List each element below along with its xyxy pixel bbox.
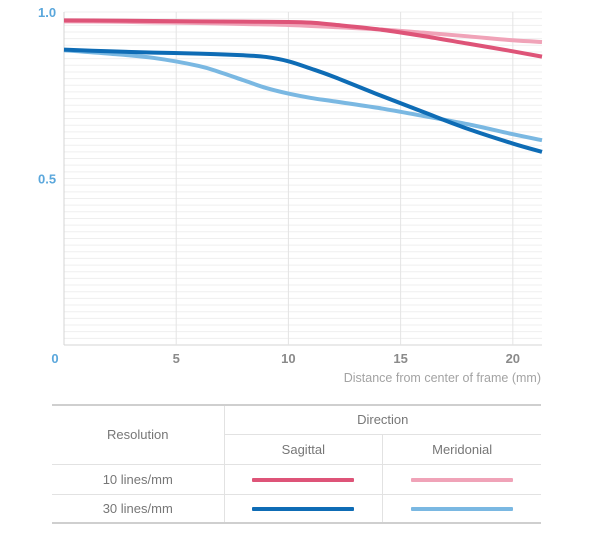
legend-col-sagittal: Sagittal bbox=[223, 433, 383, 464]
legend-row-header: Resolution bbox=[52, 404, 224, 464]
series-line-10-sagittal bbox=[63, 18, 543, 59]
legend-cell-30-sagittal bbox=[223, 493, 383, 524]
legend-cell-10-sagittal bbox=[223, 463, 383, 494]
legend-column-header: Direction bbox=[223, 404, 541, 434]
chart-grid bbox=[64, 11, 542, 339]
legend-row-label-30: 30 lines/mm bbox=[52, 493, 224, 524]
legend-swatch-10-meridional bbox=[411, 478, 514, 483]
legend-swatch-10-sagittal bbox=[252, 478, 355, 483]
chart-axes bbox=[63, 12, 542, 346]
legend-swatch-30-meridional bbox=[411, 507, 514, 512]
legend-cell-30-meridional bbox=[382, 493, 541, 524]
chart-ticks: 1.0 0.5 0 5 10 15 20 bbox=[38, 5, 520, 366]
legend-table: Resolution Direction Sagittal Meridonial… bbox=[52, 404, 541, 524]
y-tick-label: 1.0 bbox=[38, 5, 56, 20]
series-line-30-meridional bbox=[63, 48, 543, 143]
legend-swatch-30-sagittal bbox=[252, 507, 355, 512]
legend-row-label-10: 10 lines/mm bbox=[52, 463, 224, 494]
x-tick-label: 20 bbox=[506, 351, 520, 366]
legend-col-meridional: Meridonial bbox=[382, 433, 541, 464]
x-tick-label: 10 bbox=[281, 351, 295, 366]
x-axis-label: Distance from center of frame (mm) bbox=[344, 371, 541, 385]
x-tick-label: 5 bbox=[173, 351, 180, 366]
legend-cell-10-meridional bbox=[382, 463, 541, 494]
y-tick-label: 0.5 bbox=[38, 172, 56, 187]
x-tick-label: 0 bbox=[51, 351, 58, 366]
mtf-chart: 1.0 0.5 0 5 10 15 20 Distance from center of f… bbox=[38, 5, 543, 385]
chart-series bbox=[63, 18, 543, 154]
series-line-30-sagittal bbox=[63, 47, 543, 154]
x-tick-label: 15 bbox=[393, 351, 407, 366]
